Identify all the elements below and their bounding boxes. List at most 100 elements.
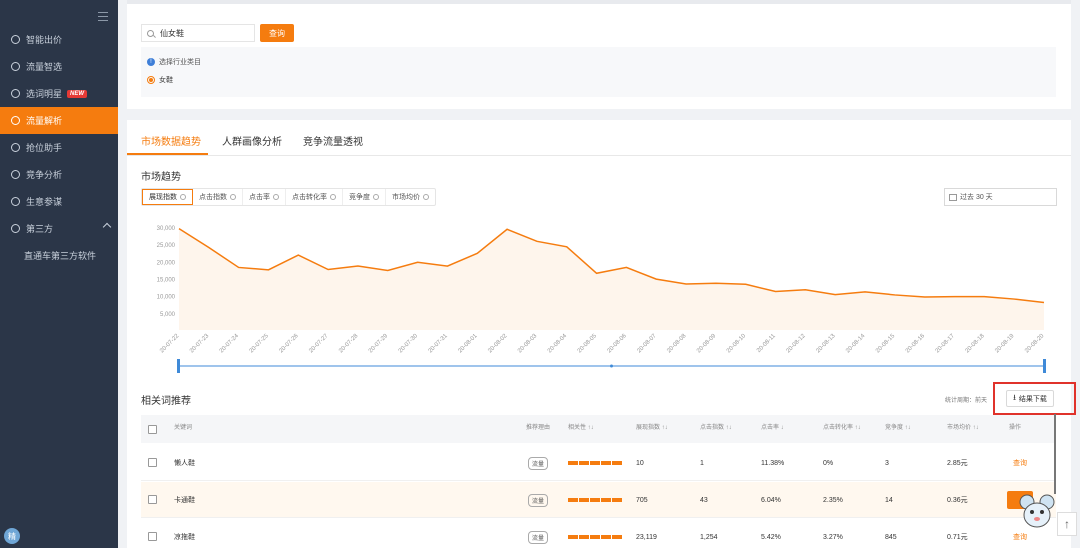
category-option[interactable]: 女鞋: [147, 75, 173, 85]
x-tick-label: 20-08-19: [994, 333, 1016, 355]
x-tick-label: 20-08-08: [666, 333, 688, 355]
x-tick-label: 20-08-15: [875, 333, 897, 355]
x-tick-label: 20-07-24: [219, 333, 241, 355]
relevance-cell: [568, 482, 622, 518]
metric-cvr[interactable]: 点击转化率: [286, 189, 343, 205]
x-tick-label: 20-08-01: [457, 333, 479, 355]
y-tick-label: 10,000: [157, 295, 176, 301]
metric-impression[interactable]: 展现指数: [142, 189, 193, 205]
x-tick-label: 20-07-30: [398, 333, 420, 355]
date-range-picker[interactable]: 过去 30 天: [944, 188, 1057, 206]
x-tick-label: 20-07-22: [159, 333, 181, 355]
query-link[interactable]: 查询: [1013, 460, 1027, 467]
sidebar-subitem-third-party-software[interactable]: 直通车第三方软件: [24, 251, 97, 261]
tab-active-indicator: [127, 153, 208, 155]
sidebar-item-third-party[interactable]: 第三方: [0, 215, 118, 242]
position-icon: [11, 143, 20, 152]
help-icon: [273, 194, 279, 200]
calendar-icon: [949, 193, 957, 201]
x-tick-label: 20-08-03: [517, 333, 539, 355]
metric-avg-price[interactable]: 市场均价: [386, 189, 435, 205]
keyword-icon: [11, 89, 20, 98]
col-reason: 推荐理由: [526, 425, 551, 432]
sidebar: 智能出价 流量智选 选词明星 NEW 流量解析 抢位助手 竞争分析 生意参谋 第三…: [0, 0, 118, 548]
sidebar-item-keyword-star[interactable]: 选词明星 NEW: [0, 80, 118, 107]
sidebar-item-traffic-analysis[interactable]: 流量解析: [0, 107, 118, 134]
impression-cell: 23,119: [636, 533, 657, 541]
query-link[interactable]: 查询: [1013, 534, 1027, 541]
table-row: 凉拖鞋 流量 23,119 1,254 5.42% 3.27% 845 0.71…: [141, 519, 1056, 548]
competition-cell: 845: [885, 533, 897, 541]
row-checkbox[interactable]: [148, 458, 157, 467]
row-checkbox[interactable]: [148, 532, 157, 541]
select-all-checkbox[interactable]: [148, 425, 157, 434]
relevance-bars: [568, 461, 622, 465]
x-tick-label: 20-08-10: [726, 333, 748, 355]
traffic-icon: [11, 62, 20, 71]
col-avg-price[interactable]: 市场均价 ↑↓: [947, 425, 979, 432]
col-competition[interactable]: 竞争度 ↑↓: [885, 425, 911, 432]
sidebar-item-competition-analysis[interactable]: 竞争分析: [0, 161, 118, 188]
sidebar-item-business-advisor[interactable]: 生意参谋: [0, 188, 118, 215]
stat-period-label: 统计周期：前天: [945, 398, 988, 404]
x-tick-label: 20-07-26: [278, 333, 300, 355]
highlight-box: [993, 382, 1076, 415]
cvr-cell: 0%: [823, 459, 834, 467]
search-button[interactable]: 查询: [260, 24, 294, 42]
y-tick-label: 25,000: [157, 243, 176, 249]
series-area: [179, 228, 1044, 330]
relevance-cell: [568, 445, 622, 481]
divider: [127, 0, 1071, 4]
y-tick-label: 15,000: [157, 277, 176, 283]
info-icon: !: [147, 58, 155, 66]
price-cell: 0.36元: [947, 497, 968, 504]
tab-crowd-profile[interactable]: 人群画像分析: [222, 137, 282, 148]
tab-competition-traffic[interactable]: 竞争流量透视: [303, 137, 363, 148]
reason-tag: 流量: [528, 456, 549, 470]
row-checkbox[interactable]: [148, 495, 157, 504]
table-row: 懒人鞋 流量 10 1 11.38% 0% 3 2.85元 查询: [141, 445, 1056, 481]
ctr-cell: 6.04%: [761, 496, 781, 504]
avatar[interactable]: 精: [4, 528, 20, 544]
col-relevance[interactable]: 相关性 ↑↓: [568, 425, 594, 432]
range-slider-handle-right: [1043, 359, 1046, 373]
competition-icon: [11, 170, 20, 179]
tab-market-trend[interactable]: 市场数据趋势: [141, 137, 201, 148]
metric-selector: 展现指数 点击指数 点击率 点击转化率 竞争度 市场均价: [141, 188, 436, 206]
new-badge: NEW: [67, 89, 88, 98]
trend-title: 市场趋势: [141, 172, 181, 183]
annotation-line: [1054, 414, 1056, 494]
search-icon: [147, 29, 154, 37]
back-to-top-button[interactable]: ↑: [1057, 512, 1077, 536]
x-tick-label: 20-08-20: [1024, 333, 1046, 355]
mascot-icon[interactable]: [1018, 492, 1056, 530]
x-tick-label: 20-07-31: [428, 333, 450, 355]
trend-chart: 5,000 10,000 15,000 20,000 25,000 30,000 20-07…: [157, 226, 1046, 373]
tab-bar: 市场数据趋势 人群画像分析 竞争流量透视: [127, 120, 1071, 156]
search-input[interactable]: [160, 28, 240, 38]
metric-ctr[interactable]: 点击率: [243, 189, 286, 205]
sidebar-item-traffic-select[interactable]: 流量智选: [0, 53, 118, 80]
reason-cell: 流量: [528, 519, 549, 548]
cvr-cell: 3.27%: [823, 533, 843, 541]
sidebar-item-position-assistant[interactable]: 抢位助手: [0, 134, 118, 161]
x-tick-label: 20-08-13: [815, 333, 837, 355]
radio-selected-icon[interactable]: [147, 76, 155, 84]
col-cvr[interactable]: 点击转化率 ↑↓: [823, 425, 861, 432]
menu-collapse-icon[interactable]: [98, 12, 108, 21]
clicks-cell: 1,254: [700, 533, 718, 541]
x-tick-label: 20-08-11: [756, 333, 777, 354]
metric-competition[interactable]: 竞争度: [343, 189, 386, 205]
col-ctr[interactable]: 点击率 ↓: [761, 425, 784, 432]
col-clicks[interactable]: 点击指数 ↑↓: [700, 425, 732, 432]
search-box[interactable]: [141, 24, 255, 42]
sidebar-item-smart-bid[interactable]: 智能出价: [0, 26, 118, 53]
col-impression[interactable]: 展现指数 ↑↓: [636, 425, 668, 432]
x-tick-label: 20-08-16: [905, 333, 927, 355]
help-icon: [180, 194, 186, 200]
relevance-bars: [568, 498, 622, 502]
download-button[interactable]: ⭳ 结果下载: [1006, 390, 1054, 407]
ctr-cell: 11.38%: [761, 459, 785, 467]
price-cell: 0.71元: [947, 534, 968, 541]
metric-clicks[interactable]: 点击指数: [193, 189, 243, 205]
